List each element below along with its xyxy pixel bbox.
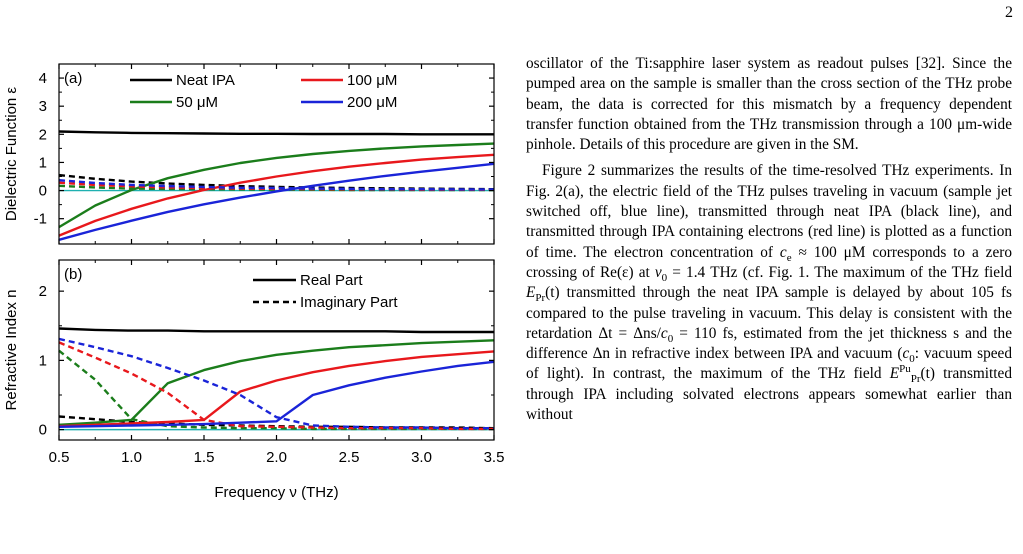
series-200m-real [58, 162, 495, 241]
figure-1: -1 0 1 2 3 4 (a) Dielectric Function ε 0 1 2 0.5 1.0… [3, 63, 505, 501]
y-tick-label: 2 [39, 126, 47, 143]
legend-label: 50 μM [176, 94, 218, 111]
x-tick-label: 1.5 [194, 449, 215, 466]
series-200m-imaginary [58, 179, 494, 191]
paragraph-2: Figure 2 summarizes the results of the t… [526, 162, 1012, 424]
plot-frame [58, 63, 495, 245]
series-neatipa-real [58, 327, 494, 334]
legend-label: Imaginary Part [300, 294, 398, 311]
series-100m-real [58, 153, 495, 237]
y-tick-label: 0 [39, 183, 47, 200]
body-text-column: oscillator of the Ti:sapphire laser syst… [526, 54, 1012, 425]
series-200m-real [58, 360, 495, 428]
x-tick-label: 2.5 [339, 449, 360, 466]
paragraph-1: oscillator of the Ti:sapphire laser syst… [526, 55, 1012, 154]
panel-label: (b) [64, 266, 82, 283]
series-100m-imaginary [58, 341, 494, 431]
x-tick-label: 1.0 [121, 449, 142, 466]
y-tick-label: 2 [39, 283, 47, 300]
x-tick-label: 3.0 [411, 449, 432, 466]
series-50m-real [58, 142, 495, 229]
y-tick-label: 1 [39, 154, 47, 171]
x-tick-label: 0.5 [49, 449, 70, 466]
series-neatipa-real [58, 130, 494, 136]
y-tick-label: 1 [39, 352, 47, 369]
series-50m-real [58, 339, 495, 426]
y-tick-label: 0 [39, 422, 47, 439]
legend-label: Neat IPA [176, 72, 235, 89]
panel-label: (a) [64, 70, 82, 87]
series-200m-imaginary [58, 337, 494, 430]
x-tick-label: 3.5 [484, 449, 505, 466]
legend-label: Real Part [300, 272, 363, 289]
y-axis-label: Dielectric Function ε [3, 87, 20, 222]
y-tick-label: -1 [34, 211, 47, 228]
legend-label: 200 μM [347, 94, 397, 111]
x-axis-label: Frequency ν (THz) [214, 484, 338, 501]
y-axis-label: Refractive Index n [3, 290, 20, 411]
page-number: 2 [1005, 4, 1013, 21]
x-tick-label: 2.0 [266, 449, 287, 466]
series-100m-real [58, 350, 495, 428]
y-tick-label: 4 [39, 70, 47, 87]
legend-label: 100 μM [347, 72, 397, 89]
y-tick-label: 3 [39, 98, 47, 115]
